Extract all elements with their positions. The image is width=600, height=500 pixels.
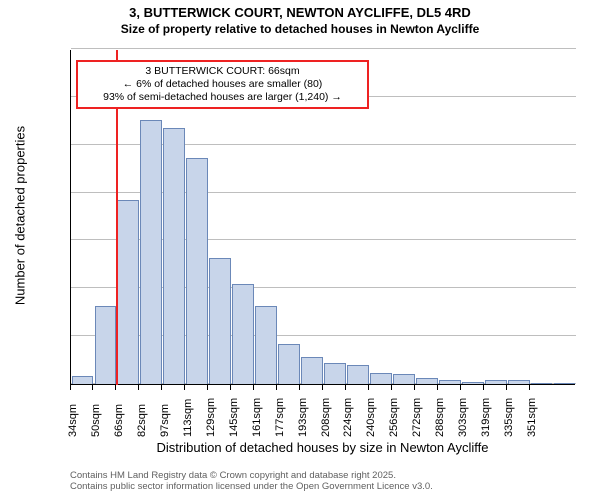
x-tick-label: 50sqm [90, 404, 102, 437]
histogram-bar [278, 344, 300, 384]
x-tick-label: 224sqm [342, 398, 354, 437]
histogram-bar [347, 365, 369, 384]
x-tick-label: 113sqm [182, 399, 194, 437]
x-tick [161, 385, 162, 390]
x-tick-label: 82sqm [136, 404, 148, 437]
x-tick-label: 272sqm [411, 398, 423, 437]
x-tick-label: 193sqm [297, 398, 309, 437]
histogram-bar [462, 382, 484, 384]
info-line-2: ← 6% of detached houses are smaller (80) [82, 78, 363, 91]
x-tick [92, 385, 93, 390]
y-axis-tick-labels: 050100150200250300350 [0, 50, 70, 385]
x-tick-label: 319sqm [480, 398, 492, 437]
x-tick [460, 385, 461, 390]
histogram-bar [95, 306, 117, 384]
info-box: 3 BUTTERWICK COURT: 66sqm ← 6% of detach… [76, 60, 369, 109]
histogram-bar [485, 380, 507, 384]
histogram-bar [370, 373, 392, 384]
x-axis-title: Distribution of detached houses by size … [70, 440, 575, 455]
histogram-bar [324, 363, 346, 384]
histogram-bar [209, 258, 231, 384]
histogram-bar [255, 306, 277, 384]
histogram-bar [117, 200, 139, 384]
histogram-bar [393, 374, 415, 384]
x-tick-label: 34sqm [67, 404, 79, 437]
x-tick-label: 303sqm [457, 398, 469, 437]
x-tick [115, 385, 116, 390]
x-tick-label: 66sqm [113, 404, 125, 437]
x-tick-label: 208sqm [320, 398, 332, 437]
info-line-1: 3 BUTTERWICK COURT: 66sqm [82, 65, 363, 78]
x-tick [529, 385, 530, 390]
x-tick [276, 385, 277, 390]
attribution-text: Contains HM Land Registry data © Crown c… [70, 470, 433, 493]
x-axis-tick-labels: 34sqm 50sqm 66sqm 82sqm 97sqm 113sqm 129sqm 145… [70, 385, 575, 440]
attribution-line-1: Contains HM Land Registry data © Crown c… [70, 470, 433, 481]
x-tick [391, 385, 392, 390]
attribution-line-2: Contains public sector information licen… [70, 481, 433, 492]
histogram-bar [232, 284, 254, 384]
histogram-bar [72, 376, 94, 384]
gridline [71, 48, 576, 49]
x-tick-label: 351sqm [526, 398, 538, 437]
histogram-bar [508, 380, 530, 384]
histogram-bar [301, 357, 323, 384]
histogram-bar [554, 383, 576, 384]
x-tick [414, 385, 415, 390]
y-axis-title: Number of detached properties [13, 115, 28, 315]
histogram-bar [439, 380, 461, 384]
chart-title: 3, BUTTERWICK COURT, NEWTON AYCLIFFE, DL… [0, 5, 600, 20]
plot-area: 3 BUTTERWICK COURT: 66sqm ← 6% of detach… [70, 50, 575, 385]
x-tick [230, 385, 231, 390]
histogram-bar [186, 158, 208, 384]
x-tick [253, 385, 254, 390]
x-tick [207, 385, 208, 390]
histogram-bar [140, 120, 162, 384]
x-tick [138, 385, 139, 390]
x-tick-label: 161sqm [251, 398, 263, 437]
x-tick [70, 385, 71, 390]
x-tick [345, 385, 346, 390]
info-line-3: 93% of semi-detached houses are larger (… [82, 91, 363, 104]
chart-container: { "layout": { "title_top": 5, "subtitle_… [0, 0, 600, 500]
x-tick [437, 385, 438, 390]
x-tick-label: 256sqm [388, 398, 400, 437]
chart-subtitle: Size of property relative to detached ho… [0, 22, 600, 36]
x-tick-label: 335sqm [503, 398, 515, 437]
x-tick [368, 385, 369, 390]
x-tick-label: 129sqm [205, 398, 217, 437]
x-tick [322, 385, 323, 390]
x-tick-label: 240sqm [365, 398, 377, 437]
x-tick [184, 385, 185, 390]
x-tick-label: 145sqm [228, 398, 240, 437]
histogram-bar [416, 378, 438, 384]
histogram-bar [531, 383, 553, 384]
x-tick [506, 385, 507, 390]
histogram-bar [163, 128, 185, 385]
x-tick-label: 97sqm [159, 404, 171, 437]
x-tick [299, 385, 300, 390]
x-tick-label: 177sqm [274, 398, 286, 437]
x-tick-label: 288sqm [434, 398, 446, 437]
x-tick [483, 385, 484, 390]
